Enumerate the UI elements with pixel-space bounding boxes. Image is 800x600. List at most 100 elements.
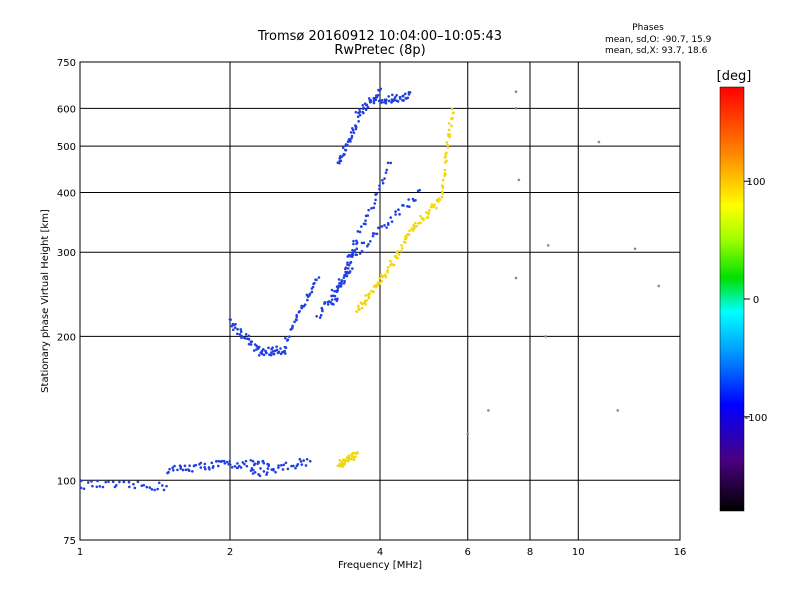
data-point <box>270 351 273 354</box>
data-point <box>444 172 447 176</box>
data-point <box>343 148 347 152</box>
x-tick-label: 16 <box>674 547 687 558</box>
data-point <box>344 274 348 278</box>
data-point <box>347 459 350 463</box>
data-point <box>320 306 324 310</box>
data-point <box>90 480 93 483</box>
data-point <box>86 481 90 484</box>
data-point <box>333 294 337 298</box>
data-point <box>383 177 386 180</box>
data-point <box>395 93 398 97</box>
data-point <box>267 464 271 468</box>
data-point <box>384 275 388 279</box>
data-point <box>229 318 232 321</box>
data-point <box>367 97 371 100</box>
data-point <box>282 463 286 467</box>
data-point <box>340 279 344 282</box>
data-point <box>514 276 518 280</box>
data-point <box>286 467 290 471</box>
data-point <box>294 466 297 470</box>
data-point <box>451 116 454 120</box>
data-point <box>346 263 349 266</box>
data-point <box>247 337 251 341</box>
data-point <box>392 263 396 267</box>
data-point <box>385 226 388 229</box>
data-point <box>355 247 359 251</box>
data-point <box>179 465 183 469</box>
data-point <box>398 95 402 99</box>
data-point <box>339 154 342 158</box>
data-point <box>241 461 245 464</box>
data-point <box>330 298 334 301</box>
data-point <box>358 252 362 255</box>
data-point <box>304 464 308 467</box>
data-point <box>413 221 417 225</box>
data-point <box>210 461 214 465</box>
data-point <box>358 113 362 117</box>
data-point <box>365 299 369 302</box>
data-point <box>262 470 266 473</box>
data-point <box>364 222 367 226</box>
data-point <box>308 459 312 463</box>
y-tick-label: 750 <box>57 58 76 69</box>
data-point <box>352 242 355 246</box>
data-point <box>356 115 360 119</box>
data-point <box>337 278 341 281</box>
data-point <box>362 106 366 110</box>
phase-header: Phases <box>632 23 664 33</box>
data-point <box>82 487 86 490</box>
data-point <box>445 141 449 144</box>
data-point <box>366 244 369 248</box>
data-point <box>127 480 131 484</box>
data-point <box>435 206 438 210</box>
data-point <box>394 255 398 258</box>
data-point <box>150 488 154 491</box>
data-point <box>372 101 376 105</box>
data-point <box>238 333 242 336</box>
data-point <box>440 184 444 187</box>
data-point <box>395 251 399 254</box>
data-point <box>445 159 448 163</box>
data-point <box>389 216 392 219</box>
data-point <box>355 310 359 313</box>
data-point <box>370 207 373 210</box>
data-point <box>446 145 450 149</box>
data-point <box>351 451 355 455</box>
data-point <box>342 463 346 466</box>
data-point <box>284 352 287 355</box>
data-point <box>390 220 394 223</box>
data-point <box>351 267 354 270</box>
data-point <box>339 159 343 163</box>
data-point <box>445 151 448 155</box>
data-point <box>262 353 266 357</box>
data-point <box>338 459 342 462</box>
data-point <box>418 188 422 192</box>
data-point <box>171 466 174 470</box>
data-point <box>305 457 309 461</box>
data-point <box>272 350 275 353</box>
data-point <box>251 459 255 463</box>
x-tick-label: 1 <box>77 547 83 558</box>
data-point <box>330 288 334 292</box>
chart-subtitle: RwPretec (8p) <box>334 43 425 58</box>
data-point <box>430 205 434 209</box>
data-point <box>234 322 237 326</box>
data-point <box>277 351 281 354</box>
data-point <box>136 480 140 484</box>
data-point <box>275 348 279 352</box>
data-point <box>350 136 353 140</box>
data-point <box>277 464 280 467</box>
data-point <box>386 266 390 269</box>
data-point <box>362 241 366 245</box>
data-point <box>168 467 171 471</box>
data-point <box>142 483 146 487</box>
data-point <box>407 233 411 237</box>
data-point <box>299 460 303 463</box>
data-point <box>239 466 243 469</box>
data-point <box>107 480 110 484</box>
data-point <box>446 133 450 136</box>
data-point <box>262 461 266 465</box>
data-point <box>145 485 149 489</box>
data-point <box>308 292 312 296</box>
